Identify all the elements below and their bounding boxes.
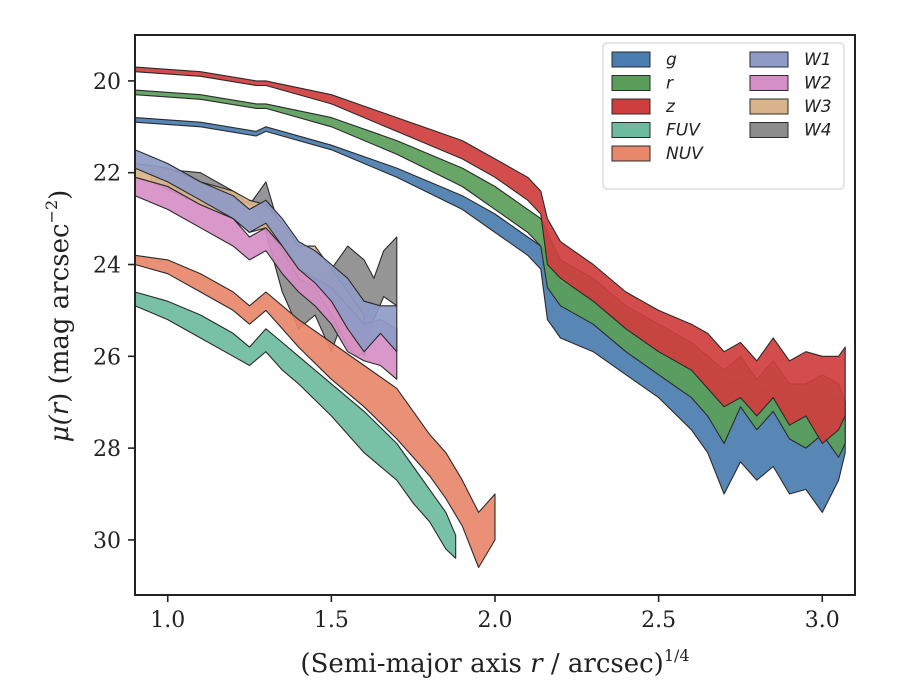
band-w2: [134, 176, 398, 380]
y-tick-label: 24: [93, 254, 121, 279]
x-axis-label: (Semi-major axis r / arcsec)1/4: [300, 646, 689, 679]
x-tick-label: 1.5: [314, 608, 349, 633]
legend-label-fuv: FUV: [666, 121, 701, 141]
y-tick-label: 20: [93, 70, 121, 95]
legend-swatch-r: [611, 75, 651, 91]
band-nuv: [134, 254, 496, 569]
legend-swatch-w3: [749, 98, 789, 115]
legend-swatch-g: [611, 51, 651, 68]
y-tick-label: 30: [93, 529, 121, 554]
legend-label-w2: W2: [804, 74, 832, 94]
legend-swatch-w1: [749, 51, 789, 68]
x-axis-label-exponent: 1/4: [664, 646, 690, 665]
band-r: [134, 89, 846, 458]
legend-swatch-z: [611, 98, 651, 115]
legend-label-nuv: NUV: [666, 144, 704, 164]
x-axis-label-tail: / arcsec): [543, 649, 664, 679]
x-tick-label: 3.0: [805, 608, 840, 633]
y-tick-label: 26: [93, 345, 121, 370]
x-tick-label: 1.0: [150, 608, 185, 633]
legend-label-g: g: [666, 50, 677, 70]
y-axis-label-end: ): [45, 190, 75, 200]
legend-label-r: r: [666, 74, 674, 94]
legend: grz FUV NUV W1 W2 W3 W4: [602, 42, 845, 190]
y-axis-label-prefix: μ(: [45, 414, 75, 442]
x-axis-label-text: (Semi-major axis: [300, 649, 530, 679]
legend-swatch-nuv: [611, 145, 651, 162]
y-axis-label-exponent: −2: [42, 200, 61, 224]
band-w1: [134, 149, 398, 353]
legend-label-z: z: [665, 97, 676, 117]
y-axis-ticks: 20 22 24 26 28 30: [93, 70, 135, 554]
x-tick-label: 2.0: [478, 608, 513, 633]
legend-swatch-w2: [749, 75, 789, 91]
band-g: [134, 117, 846, 513]
legend-label-w3: W3: [804, 97, 832, 117]
profile-bands: [134, 66, 846, 569]
x-axis-label-variable: r: [530, 649, 544, 679]
legend-swatch-fuv: [611, 122, 651, 138]
y-tick-label: 22: [93, 162, 121, 187]
y-axis-label-variable: r: [45, 401, 75, 415]
x-tick-label: 2.5: [641, 608, 676, 633]
y-axis-label: μ(r) (mag arcsec−2): [42, 190, 75, 443]
legend-label-w4: W4: [804, 121, 832, 141]
y-tick-label: 28: [93, 437, 121, 462]
band-fuv: [134, 291, 457, 559]
legend-label-w1: W1: [804, 50, 832, 70]
band-z: [134, 66, 846, 445]
y-axis-label-middle: ) (mag arcsec: [45, 223, 75, 402]
x-axis-ticks: 1.0 1.5 2.0 2.5 3.0: [150, 595, 840, 633]
legend-swatch-w4: [749, 122, 789, 138]
